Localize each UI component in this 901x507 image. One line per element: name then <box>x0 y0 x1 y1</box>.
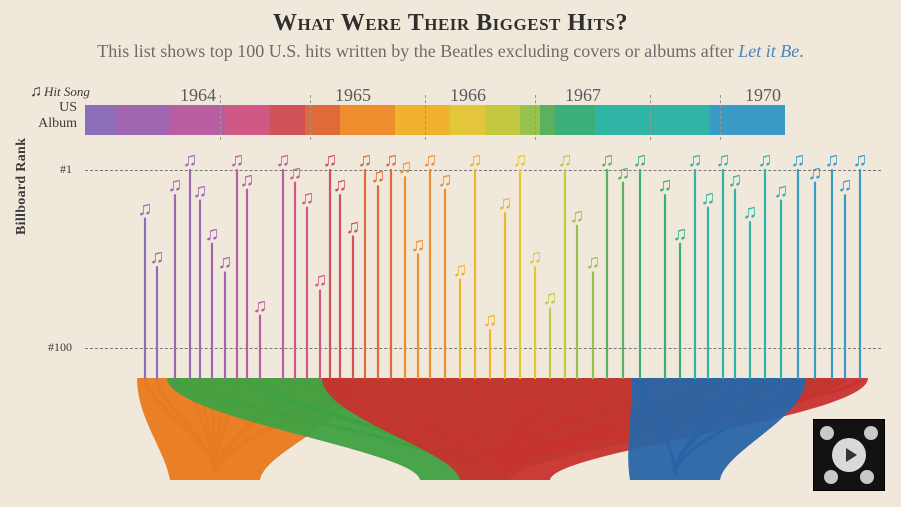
album-bar[interactable] <box>115 105 170 135</box>
hit-song-note[interactable]: ♫ <box>346 217 361 237</box>
album-bar[interactable] <box>450 105 485 135</box>
subtitle-album-link[interactable]: Let it Be <box>738 41 799 61</box>
play-icon[interactable] <box>832 438 866 472</box>
hit-song-note[interactable]: ♫ <box>558 150 573 170</box>
hit-song-note[interactable]: ♫ <box>384 150 399 170</box>
hit-song-note[interactable]: ♫ <box>570 206 585 226</box>
album-bar[interactable] <box>520 105 540 135</box>
hit-song-note[interactable]: ♫ <box>791 150 806 170</box>
hit-song-note[interactable]: ♫ <box>150 247 165 267</box>
chart-title: What Were Their Biggest Hits? <box>0 0 901 37</box>
legend-hit-song: ♫Hit Song <box>30 83 90 101</box>
hit-song-note[interactable]: ♫ <box>453 260 468 280</box>
subtitle-text: This list shows top 100 U.S. hits writte… <box>97 41 738 61</box>
year-separator <box>220 95 221 140</box>
hit-song-note[interactable]: ♫ <box>853 150 868 170</box>
hit-song-note[interactable]: ♫ <box>300 188 315 208</box>
year-label: 1967 <box>565 85 601 106</box>
music-note-icon: ♫ <box>30 83 42 100</box>
hit-song-note[interactable]: ♫ <box>513 150 528 170</box>
hit-song-note[interactable]: ♫ <box>313 270 328 290</box>
hit-song-note[interactable]: ♫ <box>193 181 208 201</box>
hit-song-note[interactable]: ♫ <box>600 150 615 170</box>
hit-song-note[interactable]: ♫ <box>423 150 438 170</box>
audio-player-widget[interactable] <box>813 419 885 491</box>
hit-song-note[interactable]: ♫ <box>616 163 631 183</box>
album-bar[interactable] <box>710 105 785 135</box>
hit-song-note[interactable]: ♫ <box>728 170 743 190</box>
hit-song-note[interactable]: ♫ <box>808 163 823 183</box>
hit-song-note[interactable]: ♫ <box>498 193 513 213</box>
album-bar[interactable] <box>595 105 710 135</box>
year-separator <box>535 95 536 140</box>
ytick-100: #100 <box>42 340 72 355</box>
year-label: 1965 <box>335 85 371 106</box>
year-separator <box>310 95 311 140</box>
axis-label-billboard-rank: Billboard Rank <box>14 138 30 235</box>
hit-song-note[interactable]: ♫ <box>240 170 255 190</box>
chart-subtitle: This list shows top 100 U.S. hits writte… <box>0 37 901 72</box>
hit-song-note[interactable]: ♫ <box>333 175 348 195</box>
hit-song-note[interactable]: ♫ <box>168 175 183 195</box>
billboard-chart: ♫♫♫♫♫♫♫♫♫♫♫♫♫♫♫♫♫♫♫♫♫♫♫♫♫♫♫♫♫♫♫♫♫♫♫♫♫♫♫♫… <box>85 140 881 507</box>
album-bar[interactable] <box>485 105 520 135</box>
hit-song-note[interactable]: ♫ <box>253 296 268 316</box>
hit-song-note[interactable]: ♫ <box>398 157 413 177</box>
year-label: 1966 <box>450 85 486 106</box>
year-separator <box>720 95 721 140</box>
hit-song-note[interactable]: ♫ <box>183 150 198 170</box>
album-color-bars <box>85 105 785 135</box>
hit-song-note[interactable]: ♫ <box>288 163 303 183</box>
ytick-1: #1 <box>42 162 72 177</box>
album-bar[interactable] <box>270 105 305 135</box>
hit-song-note[interactable]: ♫ <box>658 175 673 195</box>
hit-song-note[interactable]: ♫ <box>543 288 558 308</box>
hit-song-note[interactable]: ♫ <box>438 170 453 190</box>
axis-label-us-album: US Album <box>22 100 77 132</box>
hit-song-note[interactable]: ♫ <box>825 150 840 170</box>
hit-song-note[interactable]: ♫ <box>468 150 483 170</box>
hit-song-note[interactable]: ♫ <box>673 224 688 244</box>
hit-song-note[interactable]: ♫ <box>688 150 703 170</box>
hit-song-note[interactable]: ♫ <box>411 235 426 255</box>
hit-song-note[interactable]: ♫ <box>758 150 773 170</box>
hit-song-note[interactable]: ♫ <box>586 252 601 272</box>
hit-song-note[interactable]: ♫ <box>230 150 245 170</box>
hit-song-note[interactable]: ♫ <box>138 199 153 219</box>
hit-song-note[interactable]: ♫ <box>701 188 716 208</box>
hit-song-note[interactable]: ♫ <box>838 175 853 195</box>
year-label: 1964 <box>180 85 216 106</box>
album-bar[interactable] <box>395 105 450 135</box>
year-axis: 1964 1965 1966 1967 1970 <box>85 85 881 105</box>
legend-label: Hit Song <box>44 84 90 99</box>
hit-song-note[interactable]: ♫ <box>323 150 338 170</box>
album-bar[interactable] <box>225 105 270 135</box>
album-bar[interactable] <box>170 105 225 135</box>
album-bar[interactable] <box>540 105 555 135</box>
hit-song-note[interactable]: ♫ <box>205 224 220 244</box>
hit-song-note[interactable]: ♫ <box>743 202 758 222</box>
album-bar[interactable] <box>85 105 115 135</box>
hit-song-note[interactable]: ♫ <box>774 181 789 201</box>
year-separator <box>650 95 651 140</box>
hit-song-note[interactable]: ♫ <box>633 150 648 170</box>
year-label: 1970 <box>745 85 781 106</box>
hit-song-note[interactable]: ♫ <box>716 150 731 170</box>
album-bar[interactable] <box>340 105 395 135</box>
subtitle-after: . <box>799 41 804 61</box>
hit-song-note[interactable]: ♫ <box>218 252 233 272</box>
hit-song-note[interactable]: ♫ <box>483 310 498 330</box>
hit-song-note[interactable]: ♫ <box>528 247 543 267</box>
album-bar[interactable] <box>555 105 595 135</box>
year-separator <box>425 95 426 140</box>
